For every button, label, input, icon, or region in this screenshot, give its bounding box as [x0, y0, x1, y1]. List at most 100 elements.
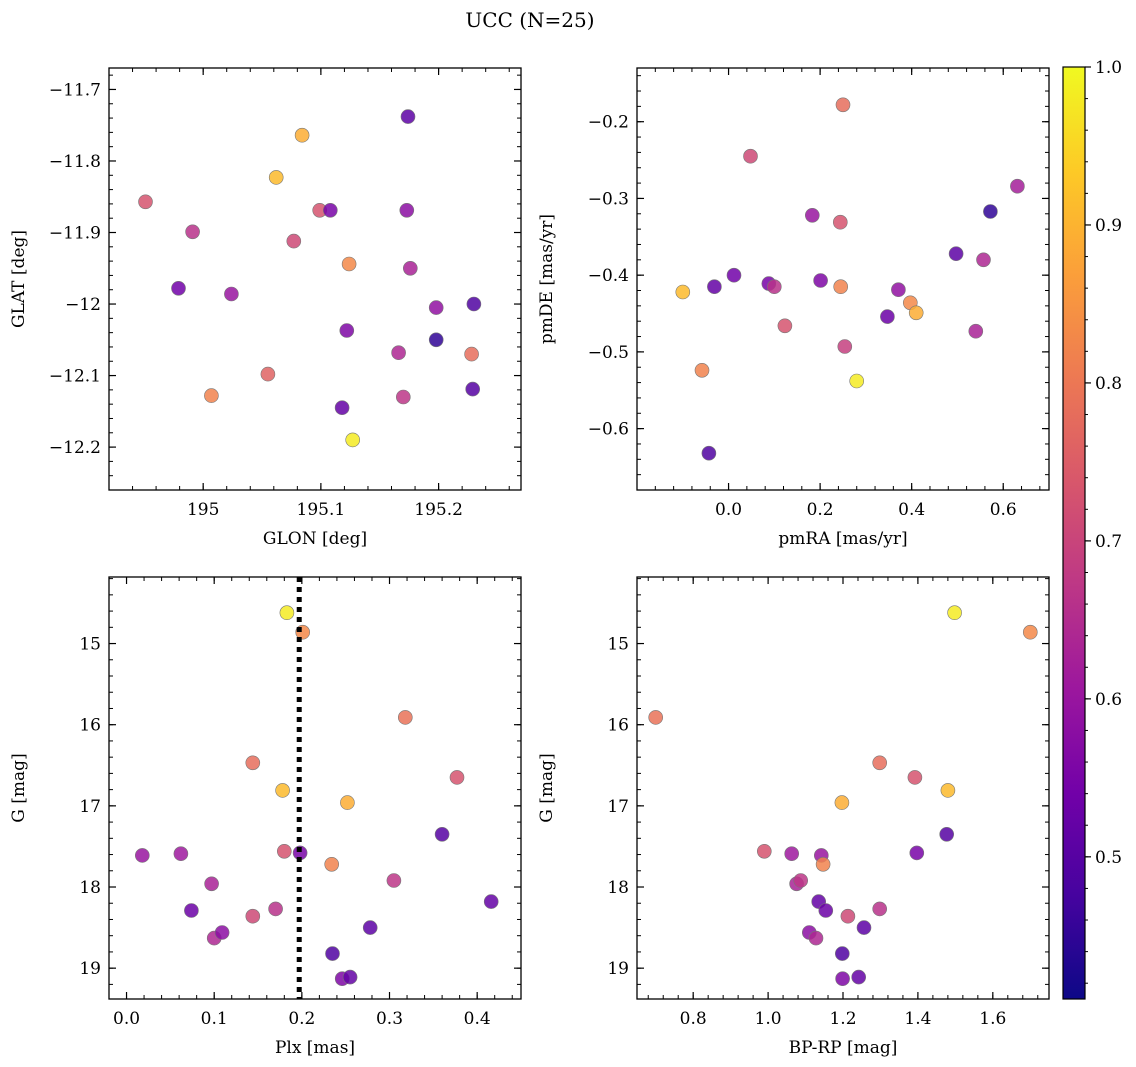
axes-frame — [108, 576, 522, 1000]
data-point — [872, 901, 888, 917]
data-point — [391, 345, 406, 361]
data-point — [322, 203, 338, 218]
y-axis-label: G [mag] — [9, 753, 29, 822]
data-point — [268, 170, 284, 185]
data-point — [449, 770, 465, 785]
data-point — [851, 969, 867, 985]
data-point — [325, 946, 340, 961]
x-tick-label: 0.4 — [464, 1009, 491, 1029]
y-tick-label: −11.9 — [49, 224, 101, 244]
colorbar-tick-label: 0.9 — [1095, 216, 1122, 236]
data-point — [428, 332, 444, 348]
axes-frame — [636, 576, 1050, 1000]
data-point — [907, 770, 923, 785]
x-tick-label: 0.2 — [288, 1009, 315, 1029]
y-tick-label: 17 — [607, 797, 629, 817]
data-point — [245, 908, 261, 924]
data-point — [342, 969, 358, 985]
x-tick-label: 0.0 — [715, 500, 742, 520]
data-point — [214, 925, 230, 940]
y-tick-label: 19 — [79, 959, 101, 979]
data-point — [707, 279, 722, 295]
data-point — [813, 273, 828, 288]
data-point — [339, 323, 355, 338]
data-point — [834, 795, 850, 810]
data-point — [276, 843, 292, 859]
data-point — [204, 388, 219, 403]
data-point — [340, 795, 355, 810]
data-point — [185, 224, 200, 240]
y-tick-label: 16 — [79, 716, 101, 736]
data-point — [675, 284, 691, 300]
data-point — [224, 286, 239, 302]
x-tick-label: 195.1 — [297, 500, 346, 520]
panels: 195 195.1 195.2 −12.2 −12.1 −12 −11.9 −11.8 −11.… — [9, 67, 1050, 1058]
data-point — [334, 400, 350, 416]
x-tick-label: 0.6 — [990, 500, 1017, 520]
data-point — [402, 260, 418, 276]
y-tick-label: −11.8 — [49, 152, 101, 172]
colorbar: 0.5 0.6 0.7 0.8 0.9 1.0 — [1062, 58, 1122, 1000]
data-point — [784, 846, 800, 862]
data-point — [976, 252, 991, 268]
y-tick-label: −0.3 — [588, 189, 629, 209]
x-axis-label: GLON [deg] — [263, 529, 367, 549]
colorbar-tick-label: 0.7 — [1095, 532, 1122, 552]
x-axis-label: Plx [mas] — [275, 1038, 355, 1058]
data-point — [260, 366, 276, 382]
colorbar-tick-label: 0.5 — [1095, 848, 1122, 868]
data-point — [204, 876, 219, 892]
x-tick-label: 1.2 — [829, 1009, 856, 1029]
x-tick-label: 1.0 — [755, 1009, 782, 1029]
scatter-panel: 0.8 1.0 1.2 1.4 1.6 15 16 17 18 19 BP-RP [mag] G [m… — [537, 576, 1050, 1058]
data-point — [171, 280, 186, 296]
x-tick-label: 1.4 — [904, 1009, 931, 1029]
y-tick-label: 15 — [607, 635, 629, 655]
data-point — [397, 710, 413, 725]
data-point — [138, 194, 153, 210]
data-point — [835, 971, 850, 987]
x-tick-label: 195 — [187, 500, 219, 520]
data-point — [428, 300, 444, 315]
data-point — [834, 946, 850, 961]
x-tick-label: 0.4 — [898, 500, 925, 520]
data-point — [837, 339, 853, 354]
x-tick-label: 0.2 — [807, 500, 834, 520]
data-point — [173, 846, 189, 862]
data-point — [939, 826, 955, 842]
data-point — [465, 381, 481, 397]
data-point — [648, 710, 664, 725]
data-point — [856, 920, 872, 935]
data-point — [832, 214, 848, 230]
data-point — [386, 873, 402, 888]
data-point — [777, 318, 793, 334]
axes-frame — [108, 67, 522, 491]
y-tick-label: −0.2 — [588, 113, 629, 133]
data-point — [324, 856, 340, 872]
data-point — [466, 296, 482, 312]
data-point — [872, 755, 888, 771]
y-axis-label: GLAT [deg] — [9, 230, 29, 328]
data-point — [286, 233, 302, 249]
data-point — [909, 845, 925, 861]
data-point — [694, 362, 710, 378]
data-point — [756, 843, 772, 859]
data-point — [345, 432, 361, 448]
x-tick-label: 0.0 — [113, 1009, 140, 1029]
data-point — [880, 309, 895, 324]
y-tick-label: 17 — [79, 797, 101, 817]
colorbar-tick-label: 0.6 — [1095, 690, 1122, 710]
data-point — [793, 873, 809, 888]
data-point — [840, 908, 856, 924]
y-tick-label: 16 — [607, 716, 629, 736]
data-point — [184, 903, 199, 918]
y-tick-label: 18 — [607, 878, 629, 898]
colorbar-bar — [1062, 66, 1086, 1000]
axes-frame — [636, 67, 1050, 491]
figure-title: UCC (N=25) — [465, 8, 594, 32]
data-point — [948, 246, 964, 261]
data-point — [362, 920, 378, 935]
x-tick-label: 195.2 — [414, 500, 463, 520]
y-tick-label: −12.2 — [49, 438, 101, 458]
